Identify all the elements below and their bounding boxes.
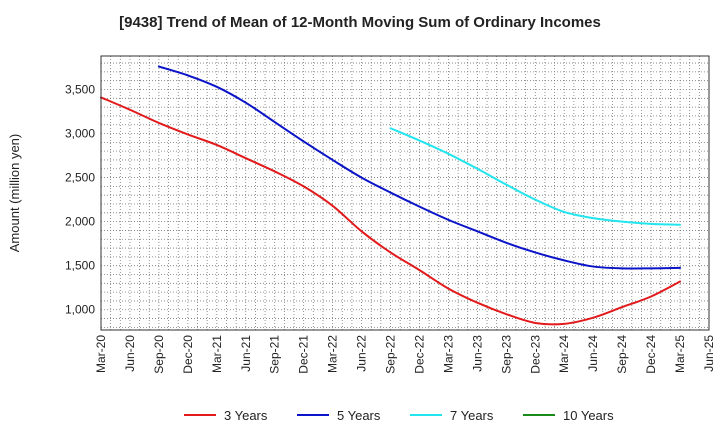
x-tick-label: Jun-23 — [470, 335, 484, 372]
x-tick-label: Mar-25 — [673, 335, 687, 373]
legend-label: 3 Years — [224, 408, 268, 423]
x-tick-label: Jun-22 — [355, 335, 369, 372]
series-line-3-years — [100, 96, 682, 326]
y-tick-label: 2,000 — [65, 215, 95, 229]
x-tick-label: Sep-22 — [384, 335, 398, 374]
x-tick-label: Dec-22 — [412, 335, 426, 374]
x-tick-label: Jun-24 — [586, 335, 600, 372]
y-tick-label: 3,500 — [65, 82, 95, 96]
y-tick-label: 1,000 — [65, 303, 95, 317]
x-tick-label: Sep-23 — [499, 335, 513, 374]
x-tick-label: Mar-22 — [326, 335, 340, 373]
x-tick-label: Dec-20 — [181, 335, 195, 374]
y-tick-labels: 1,000 1,500 2,000 2,500 3,000 3,500 — [65, 82, 95, 316]
series-line-5-years — [157, 65, 682, 270]
legend-label: 5 Years — [337, 408, 381, 423]
legend-label: 10 Years — [563, 408, 614, 423]
x-tick-label: Mar-20 — [94, 335, 108, 373]
x-tick-labels: Mar-20 Jun-20 Sep-20 Dec-20 Mar-21 Jun-21 Sep-… — [94, 335, 716, 374]
y-axis-title: Amount (million yen) — [7, 134, 22, 253]
y-tick-label: 2,500 — [65, 171, 95, 185]
y-tick-label: 3,000 — [65, 127, 95, 141]
x-tick-label: Dec-21 — [297, 335, 311, 374]
chart-title: [9438] Trend of Mean of 12-Month Moving … — [119, 14, 601, 31]
x-tick-label: Sep-24 — [615, 335, 629, 374]
legend-label: 7 Years — [450, 408, 494, 423]
x-tick-label: Jun-20 — [123, 335, 137, 372]
x-tick-label: Dec-23 — [528, 335, 542, 374]
x-tick-label: Mar-23 — [441, 335, 455, 373]
series-line-7-years — [389, 127, 682, 226]
y-tick-label: 1,500 — [65, 259, 95, 273]
series-layer — [100, 65, 682, 326]
x-tick-label: Jun-21 — [239, 335, 253, 372]
plot-frame — [100, 55, 710, 331]
x-tick-label: Sep-20 — [152, 335, 166, 374]
x-tick-label: Mar-21 — [210, 335, 224, 373]
x-tick-label: Mar-24 — [557, 335, 571, 373]
legend: 3 Years 5 Years 7 Years 10 Years — [184, 408, 614, 423]
x-tick-label: Dec-24 — [644, 335, 658, 374]
x-tick-label: Jun-25 — [702, 335, 716, 372]
x-tick-label: Sep-21 — [268, 335, 282, 374]
grid-layer — [100, 56, 710, 330]
